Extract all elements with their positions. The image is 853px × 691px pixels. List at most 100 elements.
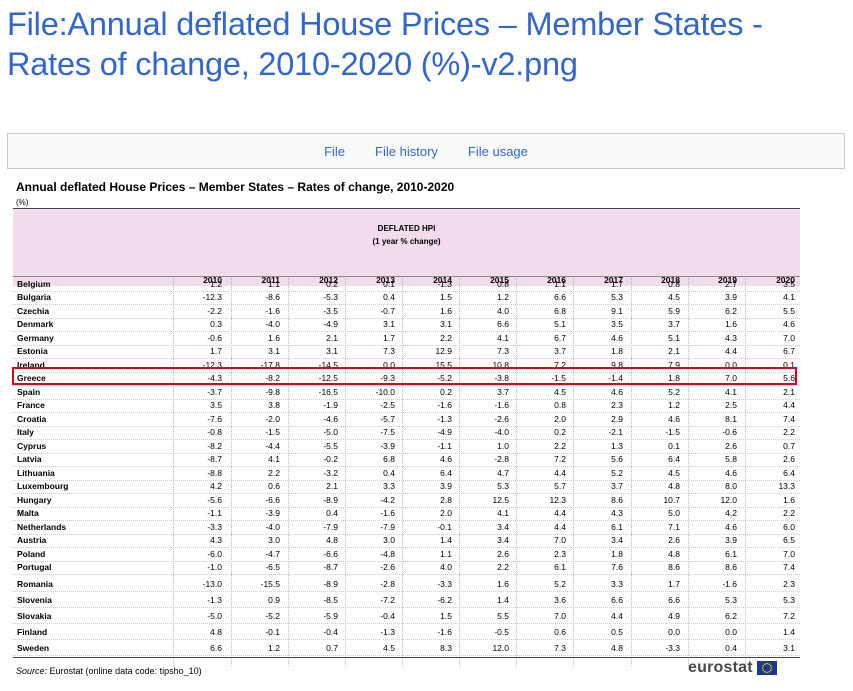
- row-separator: [13, 561, 800, 562]
- table-cell: -5.5: [323, 441, 338, 451]
- table-cell: 2.2: [783, 508, 795, 518]
- country-label: Hungary: [17, 495, 52, 505]
- table-cell: -4.3: [207, 373, 222, 383]
- table-cell: 4.4: [554, 522, 566, 532]
- table-row: Denmark 0.3 -4.0 -4.9 3.1 3.1 6.6 5.1 3.5 3.7 1.6 4…: [13, 318, 800, 331]
- row-separator: [13, 607, 800, 608]
- table-row: Czechia -2.2 -1.6 -3.5 -0.7 1.6 4.0 6.8 9.1 5.9 6.…: [13, 305, 800, 318]
- table-cell: 0.8: [497, 279, 509, 289]
- table-cell: -13.0: [202, 579, 222, 589]
- table-row: Belgium 1.2 1.1 0.2 0.1 -1.3 0.8 1.1 1.7 0.8 2.7 3.…: [13, 278, 800, 291]
- table-row: Luxembourg 4.2 0.6 2.1 3.3 3.9 5.3 5.7 3.7 4.8 8.0…: [13, 480, 800, 493]
- table-cell: 2.7: [725, 279, 737, 289]
- table-cell: 4.6: [611, 387, 623, 397]
- table-cell: 5.3: [611, 292, 623, 302]
- eurostat-logo: eurostat: [688, 659, 777, 677]
- row-separator: [13, 358, 800, 359]
- table-cell: 7.3: [497, 346, 509, 356]
- tab-file[interactable]: File: [324, 143, 346, 159]
- table-cell: 7.3: [554, 643, 566, 653]
- column-separator: [459, 278, 460, 666]
- country-label: Latvia: [17, 454, 42, 464]
- source-text: Eurostat (online data code: tipsho_10): [47, 666, 202, 676]
- table-cell: -1.5: [265, 427, 280, 437]
- table-cell: 4.2: [725, 508, 737, 518]
- table-row: Bulgaria -12.3 -8.6 -5.3 0.4 1.5 1.2 6.6 5.3 4.5 3…: [13, 291, 800, 304]
- table-cell: 1.6: [725, 319, 737, 329]
- table-cell: 2.2: [783, 427, 795, 437]
- table-cell: 0.2: [554, 427, 566, 437]
- table-cell: -2.5: [380, 400, 395, 410]
- table-cell: -8.2: [207, 441, 222, 451]
- file-image-figure: Annual deflated House Prices – Member St…: [7, 170, 847, 691]
- country-label: Malta: [17, 508, 39, 518]
- table-cell: 4.8: [611, 643, 623, 653]
- year-header-2016: 2016: [547, 275, 566, 285]
- table-cell: 1.3: [611, 441, 623, 451]
- table-row: Portugal -1.0 -6.5 -8.7 -2.6 4.0 2.2 6.1 7.6 8.6 8…: [13, 561, 800, 574]
- table-cell: 7.0: [783, 549, 795, 559]
- table-cell: 1.1: [440, 549, 452, 559]
- table-cell: 3.0: [268, 535, 280, 545]
- table-cell: -8.7: [323, 562, 338, 572]
- table-cell: 1.0: [497, 441, 509, 451]
- table-cell: -1.3: [437, 414, 452, 424]
- table-cell: -2.6: [380, 562, 395, 572]
- table-cell: -5.0: [323, 427, 338, 437]
- table-cell: 2.9: [611, 414, 623, 424]
- country-label: Czechia: [17, 306, 50, 316]
- table-cell: 0.2: [440, 387, 452, 397]
- table-cell: 0.0: [725, 627, 737, 637]
- table-cell: 0.4: [383, 292, 395, 302]
- table-cell: 0.9: [268, 595, 280, 605]
- header-line-1: DEFLATED HPI: [377, 224, 436, 233]
- table-cell: 5.3: [725, 595, 737, 605]
- table-cell: 1.5: [440, 611, 452, 621]
- table-cell: -7.6: [207, 414, 222, 424]
- table-cell: 4.6: [611, 333, 623, 343]
- page-title: File:Annual deflated House Prices – Memb…: [7, 6, 763, 82]
- row-separator: [13, 547, 800, 548]
- table-row: Estonia 1.7 3.1 3.1 7.3 12.9 7.3 3.7 1.8 2.1 4.4 6.…: [13, 345, 800, 358]
- table-cell: 2.3: [783, 579, 795, 589]
- table-cell: 2.1: [326, 333, 338, 343]
- row-separator: [13, 412, 800, 413]
- table-cell: 2.2: [497, 562, 509, 572]
- tab-file-history[interactable]: File history: [375, 143, 438, 159]
- table-cell: 1.6: [497, 579, 509, 589]
- column-separator: [631, 278, 632, 666]
- row-separator: [13, 399, 800, 400]
- table-cell: -8.8: [207, 468, 222, 478]
- table-cell: 1.2: [268, 643, 280, 653]
- table-cell: -3.2: [323, 468, 338, 478]
- table-cell: 6.2: [725, 306, 737, 316]
- country-label: Netherlands: [17, 522, 67, 532]
- table-cell: -9.3: [380, 373, 395, 383]
- country-label: Slovenia: [17, 595, 52, 605]
- table-cell: 3.4: [497, 522, 509, 532]
- file-tab-bar: File File history File usage: [7, 133, 845, 169]
- table-cell: -8.5: [323, 595, 338, 605]
- table-cell: 5.1: [554, 319, 566, 329]
- table-cell: 15.5: [435, 360, 452, 370]
- table-cell: 0.6: [554, 627, 566, 637]
- year-header-2010: 2010: [203, 275, 222, 285]
- column-separator: [288, 278, 289, 666]
- table-cell: -2.6: [494, 414, 509, 424]
- tab-file-usage[interactable]: File usage: [467, 143, 528, 159]
- table-cell: 6.7: [783, 346, 795, 356]
- table-cell: -7.5: [380, 427, 395, 437]
- table-row: Poland -6.0 -4.7 -6.6 -4.8 1.1 2.6 2.3 1.8 4.8 6.1…: [13, 548, 800, 561]
- table-cell: 4.6: [440, 454, 452, 464]
- table-cell: 5.6: [783, 373, 795, 383]
- table-cell: -0.4: [323, 627, 338, 637]
- table-cell: 5.2: [668, 387, 680, 397]
- country-label: Luxembourg: [17, 481, 69, 491]
- table-cell: -0.2: [323, 454, 338, 464]
- table-cell: 7.2: [554, 360, 566, 370]
- year-header-2014: 2014: [433, 275, 452, 285]
- table-cell: -1.6: [265, 306, 280, 316]
- column-separator: [173, 278, 174, 666]
- table-cell: -0.6: [722, 427, 737, 437]
- table-cell: 10.7: [663, 495, 680, 505]
